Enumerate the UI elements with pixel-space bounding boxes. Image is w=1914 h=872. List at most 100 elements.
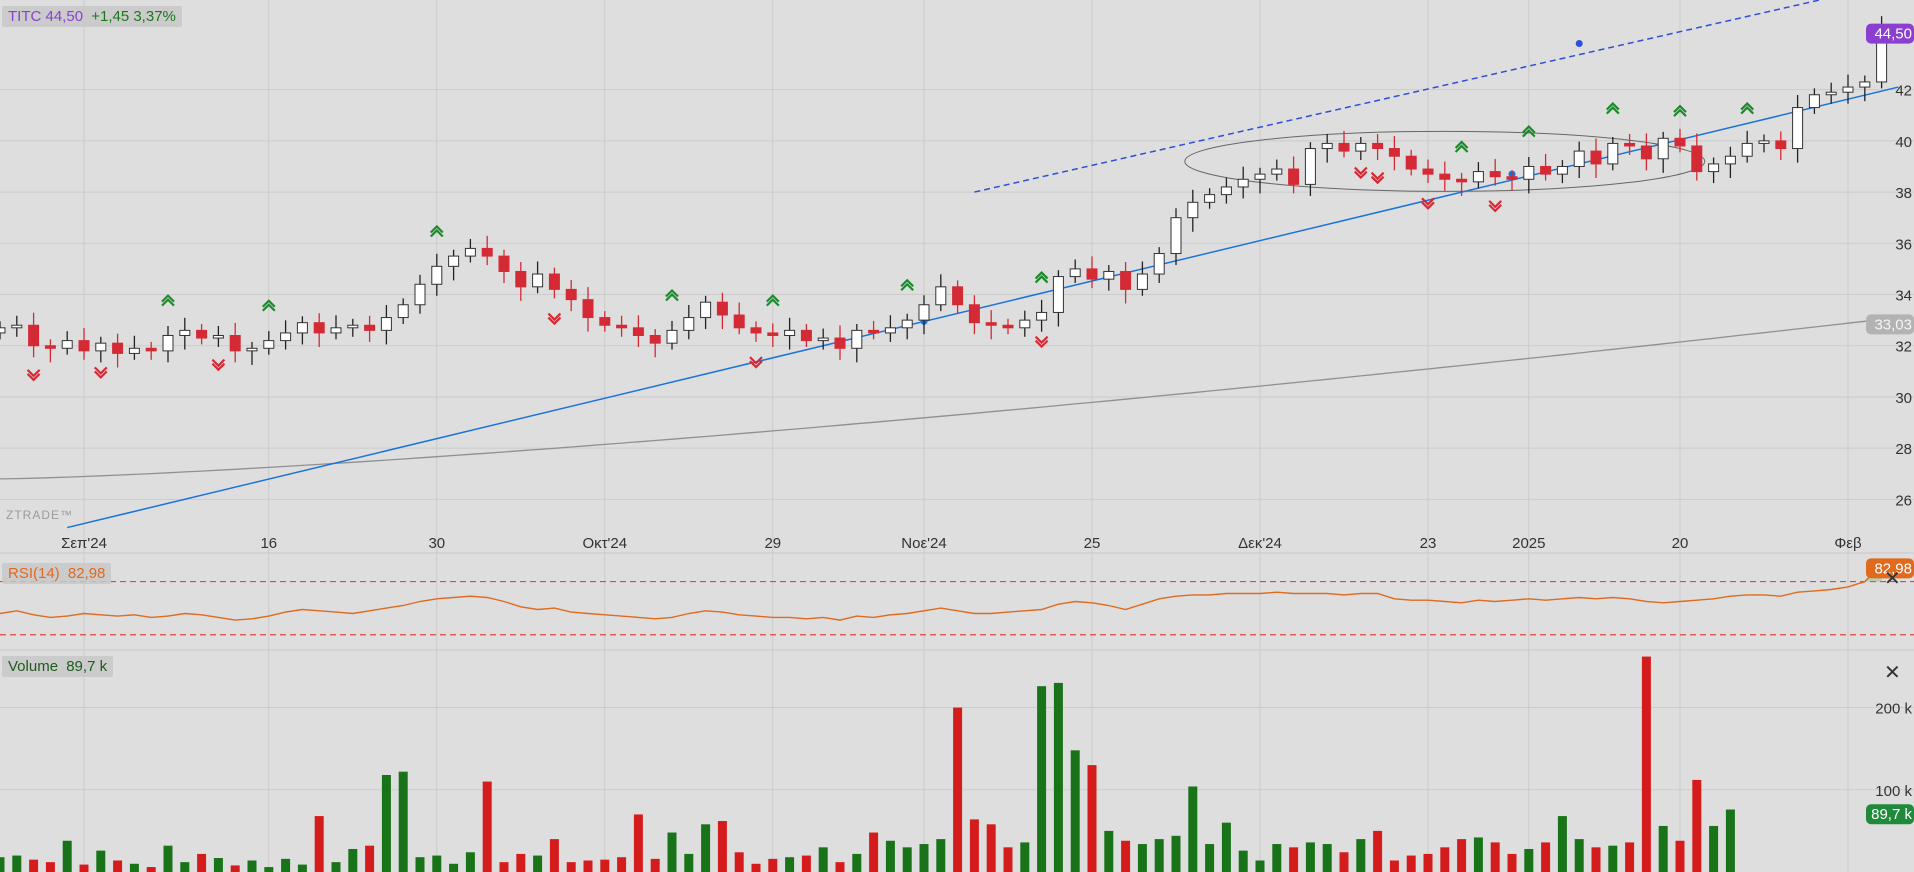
x-tick-label: Νοε'24	[901, 535, 946, 552]
x-tick-label: Δεκ'24	[1238, 535, 1282, 552]
candle-body	[0, 327, 6, 334]
ma-badge-text: 33,03	[1874, 316, 1912, 333]
symbol-price: 44,50	[45, 8, 84, 25]
symbol-change: +1,45 3,37%	[91, 8, 176, 25]
candle-body	[666, 329, 678, 344]
last-price-badge	[1866, 23, 1914, 44]
volume-bar	[701, 824, 711, 872]
volume-bar	[902, 847, 912, 872]
volume-bar	[465, 852, 475, 872]
volume-bar	[499, 862, 509, 872]
volume-bar	[1104, 830, 1114, 872]
candle-body	[616, 324, 628, 329]
volume-bar	[1087, 765, 1097, 872]
candle-body	[1304, 148, 1316, 185]
candle-body	[380, 317, 392, 331]
symbol-legend[interactable]: TITC 44,50 +1,45 3,37%	[2, 6, 182, 27]
buy-signal-icon	[900, 278, 914, 292]
candle-body	[263, 340, 275, 349]
candle-body	[1506, 176, 1518, 180]
volume-bar	[348, 848, 358, 872]
buy-signal-icon	[766, 294, 780, 307]
volume-bar	[12, 855, 22, 872]
volume-bar	[633, 814, 643, 872]
buy-signal-icon	[161, 294, 175, 307]
candle-body	[61, 340, 73, 349]
candle-body	[11, 324, 23, 329]
buy-signal-icon	[1454, 140, 1469, 153]
candle-body	[515, 270, 527, 288]
volume-bar	[1137, 844, 1147, 872]
watermark: ZTRADE™	[6, 508, 73, 522]
candle-body	[1052, 276, 1064, 313]
candle-body	[280, 332, 292, 342]
volume-bar	[1070, 750, 1080, 872]
volume-bar	[1524, 848, 1534, 872]
candle-body	[733, 314, 745, 329]
candle-body	[784, 329, 796, 336]
volume-bar	[129, 863, 139, 872]
candle-body	[918, 304, 930, 321]
candle-body	[1204, 194, 1216, 203]
channel-line	[974, 0, 1823, 193]
volume-bar	[717, 821, 727, 872]
volume-bar	[180, 862, 190, 872]
volume-bar	[852, 853, 862, 872]
volume-bar	[600, 859, 610, 872]
volume-bar	[1238, 850, 1248, 872]
volume-bar	[1389, 860, 1399, 872]
volume-bar	[45, 862, 55, 872]
price-tick-label: 28	[1895, 441, 1912, 458]
volume-bar	[1507, 853, 1517, 872]
volume-bar	[1725, 809, 1735, 872]
volume-bar	[1221, 822, 1231, 872]
volume-close-icon[interactable]: ✕	[1884, 662, 1901, 684]
candle-body	[347, 324, 359, 329]
candle-body	[834, 337, 846, 349]
candle-body	[1086, 268, 1098, 280]
volume-bar	[1322, 844, 1332, 872]
candle-body	[968, 304, 980, 324]
last-price-badge-text: 44,50	[1874, 26, 1912, 43]
candle-body	[1069, 268, 1081, 278]
volume-bar	[247, 860, 257, 872]
candle-body	[1002, 324, 1014, 329]
volume-tick-label: 200 k	[1875, 701, 1912, 718]
candle-body	[868, 329, 880, 334]
sell-signal-icon	[547, 312, 562, 326]
candle-body	[1271, 168, 1283, 175]
volume-bar	[398, 771, 408, 872]
buy-signal-icon	[430, 224, 444, 238]
sell-signal-icon	[1370, 171, 1385, 185]
volume-bar	[1121, 840, 1131, 872]
channel-anchor-point	[1575, 40, 1583, 48]
buy-signal-icon	[1606, 102, 1620, 115]
candle-body	[397, 304, 409, 319]
candle-body	[800, 329, 812, 342]
moving-average-line	[0, 318, 1882, 480]
candle-body	[229, 334, 241, 352]
candle-body	[532, 273, 544, 288]
x-tick-label: 2025	[1512, 535, 1545, 552]
volume-legend[interactable]: Volume 89,7 k	[2, 656, 114, 677]
volume-bar	[1305, 842, 1315, 872]
candle-body	[1372, 142, 1384, 150]
candle-body	[1859, 81, 1871, 88]
volume-bar	[969, 819, 979, 872]
buy-signal-icon	[262, 299, 276, 312]
candle-body	[1254, 173, 1266, 180]
volume-bar	[734, 852, 744, 872]
candle-body	[548, 273, 560, 290]
volume-bar	[1003, 847, 1013, 872]
candle-body	[330, 327, 342, 334]
volume-label: Volume	[8, 658, 59, 675]
candle-body	[750, 327, 762, 334]
volume-tick-label: 100 k	[1875, 783, 1912, 800]
candle-body	[414, 283, 426, 306]
rsi-close-icon[interactable]: ✕	[1884, 568, 1901, 590]
candle-body	[179, 329, 191, 336]
candle-body	[1708, 163, 1720, 173]
rsi-legend[interactable]: RSI(14) 82,98	[2, 563, 112, 584]
candle-body	[1624, 142, 1636, 147]
